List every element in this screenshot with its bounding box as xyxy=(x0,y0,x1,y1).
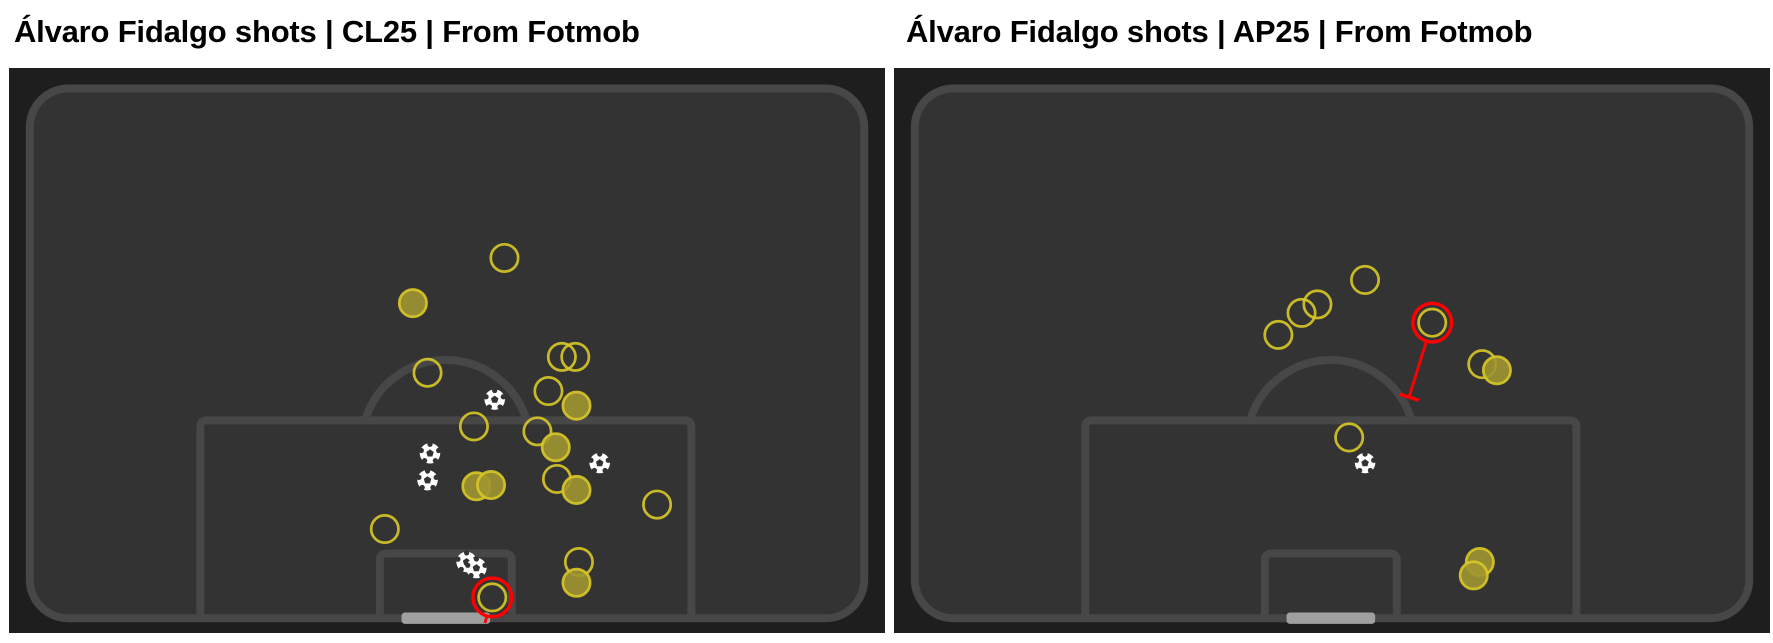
ball-patch xyxy=(482,562,488,568)
pitch-outline xyxy=(910,84,1754,623)
penalty-arc xyxy=(1246,356,1416,422)
goal-ball-icon xyxy=(418,441,442,464)
shot-miss-marker xyxy=(458,411,489,442)
ball-patch xyxy=(595,459,604,467)
goal-ball-icon xyxy=(588,451,611,474)
shot-miss-marker xyxy=(1286,297,1317,328)
shot-miss-marker xyxy=(533,376,564,407)
ball-patch xyxy=(458,566,464,572)
shot-miss-marker xyxy=(1334,422,1365,453)
shot-miss-marker xyxy=(1350,264,1381,295)
shot-miss-marker xyxy=(522,416,553,447)
shot-map-ap25 xyxy=(894,68,1770,633)
ball-patch xyxy=(419,484,425,491)
ball-patch xyxy=(473,556,480,562)
ball-patch xyxy=(426,449,434,457)
ball-patch xyxy=(497,404,503,410)
shot-miss-marker xyxy=(1302,289,1333,320)
shot-miss-marker xyxy=(477,582,508,613)
highlighted-shot-ring xyxy=(471,576,514,619)
ball-patch xyxy=(1371,457,1377,463)
ball-patch xyxy=(500,394,506,400)
ball-patch xyxy=(423,476,432,484)
ball-patch xyxy=(416,474,422,480)
penalty-arc xyxy=(361,356,531,422)
ball-patch xyxy=(605,457,611,463)
ball-patch xyxy=(1357,467,1363,474)
shot-trajectory-line xyxy=(1407,340,1428,398)
shot-on-target-marker xyxy=(561,474,592,505)
shot-on-target-marker xyxy=(1458,560,1489,591)
goal-ball-icon xyxy=(1353,451,1377,474)
ball-patch xyxy=(418,447,424,454)
block-marker xyxy=(1398,392,1420,402)
shot-on-target-marker xyxy=(561,567,592,598)
ball-patch xyxy=(436,447,442,454)
shot-on-target-marker xyxy=(1481,355,1512,386)
pitch-outline xyxy=(25,84,869,623)
ball-patch xyxy=(430,484,436,491)
goal-ball-icon xyxy=(483,387,506,410)
penalty-box xyxy=(1081,416,1581,619)
shot-miss-marker xyxy=(412,357,443,388)
ball-patch xyxy=(432,458,438,464)
shot-miss-marker xyxy=(1263,319,1294,350)
shot-miss-marker xyxy=(489,242,520,273)
shot-on-target-marker xyxy=(476,470,507,501)
ball-patch xyxy=(479,572,485,579)
ball-patch xyxy=(1362,451,1368,457)
six-yard-box xyxy=(1260,549,1401,619)
goal-ball-icon xyxy=(465,556,488,579)
ball-patch xyxy=(588,457,594,463)
shot-miss-marker xyxy=(642,489,673,520)
shot-miss-marker xyxy=(369,514,400,545)
ball-patch xyxy=(424,468,431,474)
penalty-box xyxy=(196,416,696,619)
ball-patch xyxy=(1367,467,1374,474)
ball-patch xyxy=(472,564,481,572)
ball-patch xyxy=(422,458,428,464)
ball-patch xyxy=(455,556,461,562)
ball-patch xyxy=(468,572,474,579)
pitch-svg-cl25 xyxy=(25,84,869,624)
shot-miss-marker xyxy=(560,341,591,372)
ball-patch xyxy=(427,441,433,447)
goal xyxy=(401,612,491,624)
chart-title-cl25: Álvaro Fidalgo shots | CL25 | From Fotmo… xyxy=(14,14,640,49)
chart-title-ap25: Álvaro Fidalgo shots | AP25 | From Fotmo… xyxy=(906,14,1533,49)
ball-patch xyxy=(490,395,499,403)
goal xyxy=(1286,612,1376,624)
ball-patch xyxy=(591,467,597,474)
ball-patch xyxy=(1353,457,1360,463)
six-yard-box xyxy=(375,549,516,619)
highlighted-shot-ring xyxy=(1411,301,1454,344)
ball-patch xyxy=(597,451,603,457)
shot-on-target-marker xyxy=(561,390,592,421)
shot-miss-marker xyxy=(546,341,577,372)
shot-miss-marker xyxy=(1417,307,1448,338)
shot-on-target-marker xyxy=(540,432,571,463)
ball-patch xyxy=(465,562,471,568)
ball-patch xyxy=(602,467,608,474)
pitch-svg-ap25 xyxy=(910,84,1754,624)
ball-patch xyxy=(492,387,498,394)
ball-patch xyxy=(483,394,489,400)
ball-patch xyxy=(1361,459,1369,467)
shot-map-cl25 xyxy=(9,68,885,633)
ball-patch xyxy=(464,550,470,556)
shot-on-target-marker xyxy=(397,288,428,319)
ball-patch xyxy=(433,474,439,480)
ball-patch xyxy=(486,404,492,410)
goal-ball-icon xyxy=(416,468,439,491)
